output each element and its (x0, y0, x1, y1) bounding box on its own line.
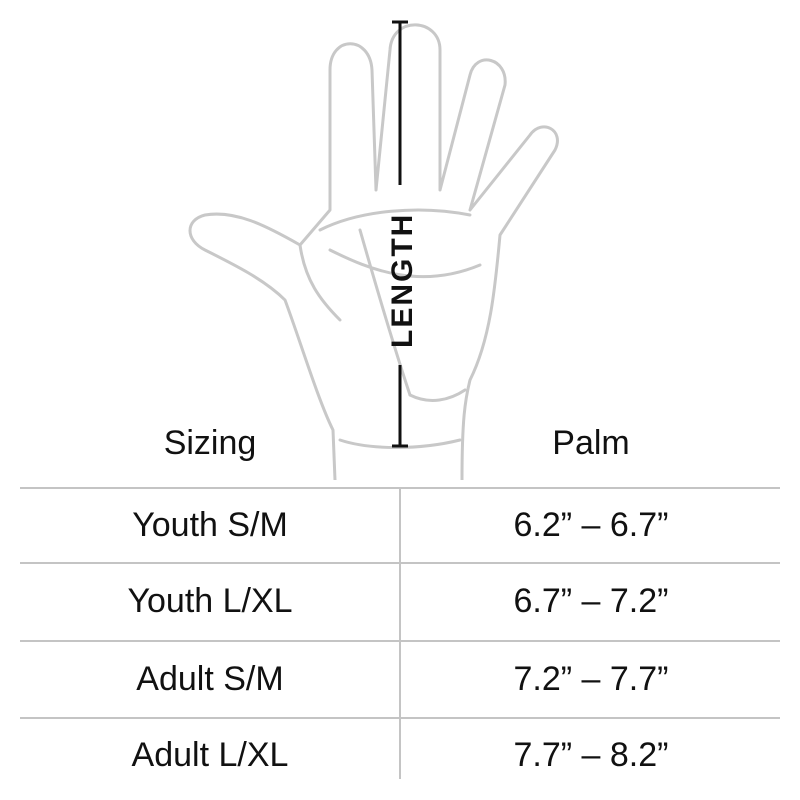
hand-outline-illustration: LENGTH (188, 20, 559, 480)
column-divider (399, 487, 401, 779)
header-sizing: Sizing (163, 424, 257, 462)
length-label: LENGTH (386, 213, 419, 348)
size-cell: Adult L/XL (131, 736, 289, 774)
header-palm: Palm (552, 424, 630, 462)
size-cell: Youth S/M (132, 506, 288, 544)
length-measure-line (392, 20, 408, 448)
palm-cell: 7.7” – 8.2” (513, 736, 669, 774)
palm-cell: 6.2” – 6.7” (513, 506, 669, 544)
size-cell: Youth L/XL (127, 582, 293, 620)
palm-cell: 7.2” – 7.7” (513, 660, 669, 698)
palm-cell: 6.7” – 7.2” (513, 582, 669, 620)
size-cell: Adult S/M (136, 660, 284, 698)
